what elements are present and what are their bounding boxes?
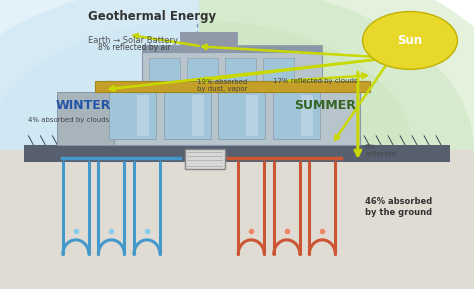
Bar (301, 95, 313, 136)
Text: WINTER: WINTER (55, 99, 110, 112)
Circle shape (363, 12, 457, 69)
Bar (180, 32, 237, 52)
Bar (24, 144, 450, 162)
Bar (149, 58, 180, 82)
Bar (142, 52, 322, 87)
Bar (95, 81, 370, 92)
Bar (0, 150, 474, 289)
Text: Sun: Sun (397, 34, 423, 47)
Bar (137, 95, 149, 136)
Bar (185, 149, 225, 169)
Bar (142, 45, 322, 52)
Bar (225, 58, 256, 82)
Text: 19% absorbed
by dust, vapor: 19% absorbed by dust, vapor (197, 79, 247, 92)
Bar (218, 92, 265, 139)
Wedge shape (0, 20, 199, 150)
Wedge shape (0, 0, 199, 150)
Bar (57, 92, 114, 144)
Text: 46% absorbed
by the ground: 46% absorbed by the ground (365, 197, 432, 217)
Text: 17% reflected by clouds: 17% reflected by clouds (273, 78, 357, 84)
Bar (246, 95, 258, 136)
Wedge shape (199, 0, 474, 150)
Bar (104, 81, 360, 144)
Text: Earth → Solar Battery: Earth → Solar Battery (88, 36, 178, 45)
Wedge shape (0, 0, 199, 150)
Text: Geothermal Energy: Geothermal Energy (88, 10, 216, 23)
Bar (273, 92, 320, 139)
Wedge shape (199, 0, 474, 150)
Bar (109, 92, 156, 139)
Text: 6%
reflected: 6% reflected (365, 144, 396, 157)
Bar (164, 92, 211, 139)
Bar (263, 58, 294, 82)
Bar (187, 58, 218, 82)
Text: SUMMER: SUMMER (294, 99, 356, 112)
Text: 8% reflected by air: 8% reflected by air (98, 43, 171, 52)
Text: 4% absorbed by clouds: 4% absorbed by clouds (28, 117, 109, 123)
Bar (192, 95, 204, 136)
Wedge shape (199, 20, 412, 150)
